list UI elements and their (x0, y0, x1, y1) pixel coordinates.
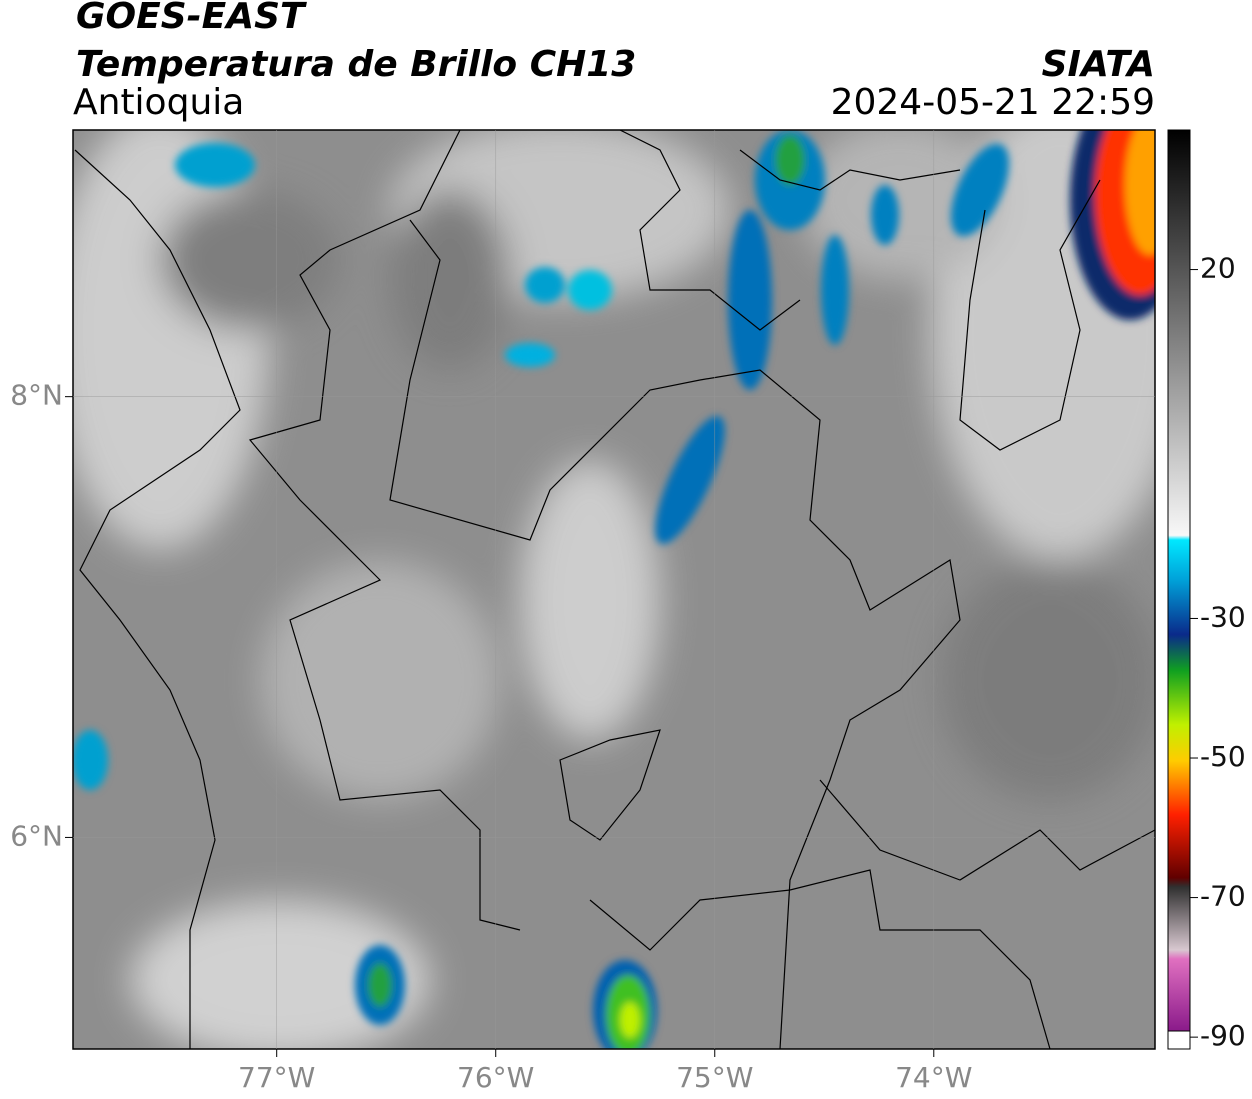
colorbar (1167, 129, 1191, 1032)
source: SIATA (1042, 44, 1155, 85)
y-tick-label: 6°N (10, 819, 63, 852)
colorbar-tick-label: -90 (1200, 1019, 1246, 1052)
map-frame (72, 129, 1156, 1050)
colorbar-under (1167, 1030, 1191, 1050)
x-tick-label: 75°W (676, 1061, 753, 1094)
colorbar-tick-label: -70 (1200, 880, 1246, 913)
product-title: Temperatura de Brillo CH13 (76, 44, 636, 85)
satellite-title: GOES-EAST (76, 0, 307, 37)
satellite-image (73, 130, 1155, 1049)
region: Antioquia (73, 82, 244, 123)
x-tick-label: 77°W (238, 1061, 315, 1094)
y-tick-label: 8°N (10, 379, 63, 412)
colorbar-tick-label: -30 (1200, 600, 1246, 633)
boundaries (74, 130, 1155, 1049)
x-tick-label: 76°W (457, 1061, 534, 1094)
datetime: 2024-05-21 22:59 (831, 82, 1155, 123)
colorbar-tick-label: -50 (1200, 740, 1246, 773)
x-tick-label: 74°W (895, 1061, 972, 1094)
colorbar-tick-label: 20 (1200, 252, 1236, 285)
